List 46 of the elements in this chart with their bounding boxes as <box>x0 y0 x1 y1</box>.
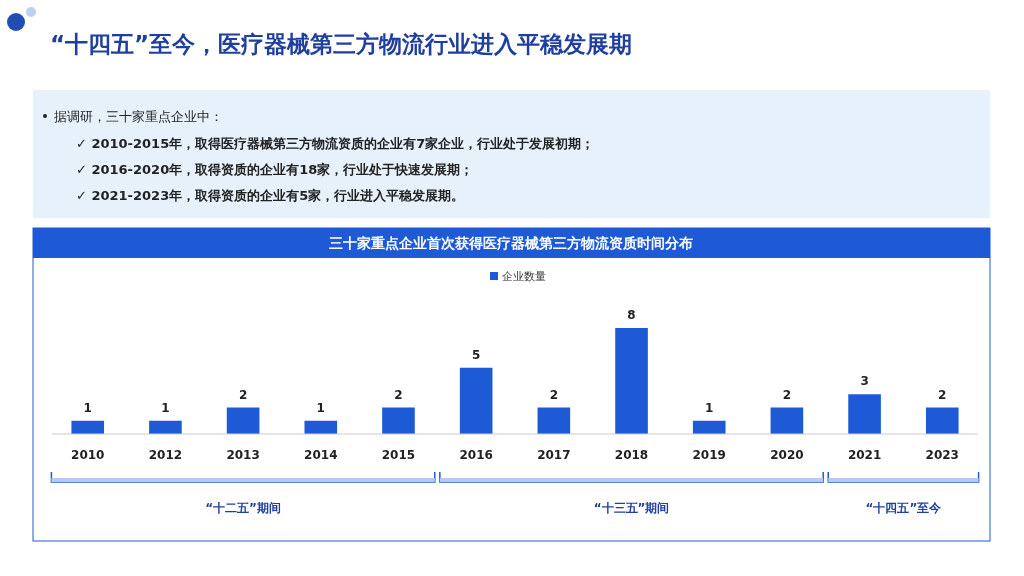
text: ✓ 2016-2020年，取得资质的企业有18家，行业处于快速发展期； <box>76 162 474 177</box>
text: 据调研，三十家重点企业中： <box>54 109 223 124</box>
data-label: 1 <box>83 400 92 415</box>
chart-title: 三十家重点企业首次获得医疗器械第三方物流资质时间分布 <box>329 235 693 251</box>
data-label: 1 <box>161 400 170 415</box>
bar <box>71 420 105 434</box>
bar <box>459 367 493 434</box>
text: “十四五”至今，医疗器械第三方物流行业进入平稳发展期 <box>50 31 633 57</box>
x-tick-label: 2020 <box>770 448 804 462</box>
bar <box>382 407 415 434</box>
x-tick-label: 2023 <box>925 448 959 462</box>
bar <box>770 407 804 434</box>
x-tick-label: 2021 <box>847 448 882 462</box>
bar <box>848 394 881 434</box>
data-label: 2 <box>938 387 947 402</box>
bar <box>304 420 338 434</box>
text: “十三五”期间 <box>593 501 670 515</box>
x-tick-label: 2017 <box>537 448 571 462</box>
bar <box>925 407 959 434</box>
data-label: 2 <box>549 387 559 402</box>
data-label: 2 <box>394 387 403 402</box>
x-tick-label: 2012 <box>148 448 183 462</box>
data-label: 1 <box>705 400 714 415</box>
bar <box>537 407 571 434</box>
data-label: 1 <box>316 400 325 415</box>
x-tick-label: 2016 <box>459 448 493 462</box>
x-tick-label: 2013 <box>226 448 260 462</box>
text: ✓ 2021-2023年，取得资质的企业有5家，行业进入平稳发展期。 <box>76 188 465 203</box>
x-tick-label: 2010 <box>71 448 105 462</box>
data-label: 2 <box>782 387 792 402</box>
legend-label: 企业数量 <box>502 270 546 283</box>
text: ✓ 2010-2015年，取得医疗器械第三方物流资质的企业有7家企业，行业处于发展初期； <box>76 136 595 151</box>
text: “十四五”至今 <box>865 501 943 515</box>
data-label: 2 <box>238 387 248 402</box>
data-label: 8 <box>627 308 636 322</box>
bar <box>692 420 726 434</box>
x-tick-label: 2019 <box>692 448 726 462</box>
x-tick-label: 2015 <box>381 448 416 462</box>
data-label: 3 <box>860 374 869 389</box>
bar <box>226 407 260 434</box>
bar <box>615 328 648 434</box>
x-tick-label: 2018 <box>614 448 649 462</box>
data-label: 5 <box>471 347 481 362</box>
x-tick-label: 2014 <box>304 448 338 462</box>
bar <box>149 420 182 434</box>
text: “十二五”期间 <box>205 501 281 515</box>
